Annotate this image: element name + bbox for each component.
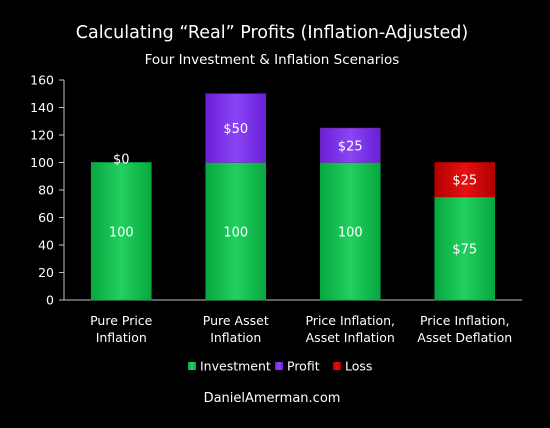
- y-tick-label: 0: [46, 293, 54, 308]
- category-label: Inflation: [96, 330, 147, 345]
- category-labels: Pure Price Inflation Pure Asset Inflation Pr…: [90, 313, 512, 345]
- data-label-profit-0: $0: [113, 153, 130, 168]
- data-label-investment-1: 100: [223, 225, 248, 240]
- bars: [90, 93, 496, 301]
- legend-label-investment: Investment: [200, 359, 271, 374]
- category-label: Price Inflation,: [305, 313, 395, 328]
- bar-investment-2: [319, 162, 381, 301]
- footer-credit: DanielAmerman.com: [204, 391, 341, 406]
- bar-investment-1: [205, 162, 267, 301]
- legend-label-profit: Profit: [287, 359, 320, 374]
- y-tick-label: 80: [38, 183, 54, 198]
- y-tick-label: 60: [38, 210, 54, 225]
- legend: Investment Profit Loss: [188, 359, 372, 374]
- bar-investment-3: [434, 196, 496, 301]
- y-tick-label: 100: [30, 155, 54, 170]
- data-label-profit-1: $50: [223, 122, 248, 137]
- data-label-investment-0: 100: [109, 225, 134, 240]
- legend-swatch-investment: [188, 362, 196, 370]
- category-label: Inflation: [210, 330, 261, 345]
- category-label: Pure Price: [90, 313, 153, 328]
- category-label: Price Inflation,: [420, 313, 510, 328]
- category-label: Asset Deflation: [417, 330, 512, 345]
- data-label-investment-2: 100: [338, 225, 363, 240]
- y-tick-label: 160: [30, 73, 54, 88]
- y-ticks: 0 20 40 60 80 100 120 140 160: [30, 73, 64, 308]
- legend-swatch-profit: [275, 362, 283, 370]
- data-label-investment-3: $75: [452, 242, 477, 257]
- data-label-loss-3: $25: [452, 174, 477, 189]
- category-label: Pure Asset: [203, 313, 269, 328]
- bar-loss-3: [434, 162, 496, 198]
- y-tick-label: 120: [30, 128, 54, 143]
- y-tick-label: 20: [38, 265, 54, 280]
- bar-investment-0: [90, 162, 152, 301]
- y-tick-label: 140: [30, 100, 54, 115]
- data-label-profit-2: $25: [338, 139, 363, 154]
- data-labels: 100 $0 100 $50 100 $25 $75 $25: [109, 122, 477, 257]
- chart-subtitle: Four Investment & Inflation Scenarios: [145, 52, 400, 68]
- legend-swatch-loss: [333, 362, 341, 370]
- bar-profit-1: [205, 93, 267, 163]
- y-tick-label: 40: [38, 238, 54, 253]
- chart-title: Calculating “Real” Profits (Inflation-Ad…: [76, 23, 469, 43]
- legend-label-loss: Loss: [345, 359, 372, 374]
- category-label: Asset Inflation: [306, 330, 395, 345]
- bar-profit-2: [319, 127, 381, 163]
